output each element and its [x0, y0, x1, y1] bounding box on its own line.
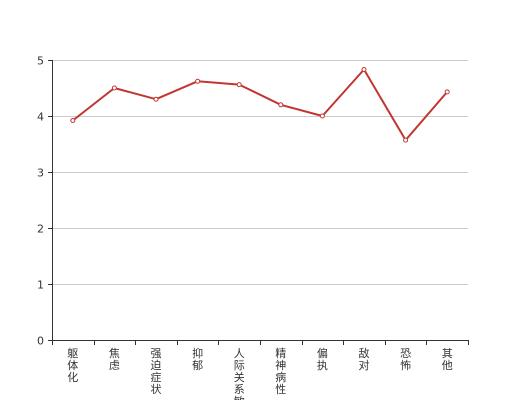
y-tick-labels: 0 1 2 3 4 5	[37, 55, 44, 348]
data-point[interactable]	[236, 82, 242, 88]
data-point[interactable]	[361, 67, 367, 72]
x-tick-label: 精神病性	[275, 347, 286, 396]
data-point[interactable]	[70, 118, 76, 123]
x-tick-label: 恐怖	[400, 347, 411, 372]
y-tick-label: 4	[37, 111, 44, 124]
x-tick-label: 人际关系敏感	[234, 347, 245, 400]
data-point[interactable]	[319, 113, 325, 119]
x-tick-label: 敌对	[359, 346, 370, 372]
series-line	[72, 68, 448, 142]
x-tick-label: 其他	[442, 347, 453, 372]
data-point[interactable]	[278, 102, 284, 108]
y-tick-label: 1	[37, 279, 44, 292]
x-tick-label: 焦虑	[109, 347, 120, 372]
x-tick-label: 抑郁	[192, 346, 203, 372]
y-tick-label: 2	[37, 223, 44, 236]
data-point[interactable]	[195, 78, 201, 84]
x-tick-label: 强迫症状	[151, 347, 162, 396]
y-tick-label: 5	[37, 55, 44, 68]
x-tick-label: 偏执	[317, 346, 328, 372]
data-points	[70, 67, 450, 143]
series-lines	[72, 68, 448, 142]
grid-lines	[52, 60, 468, 285]
data-point[interactable]	[111, 85, 117, 91]
x-tick-label: 躯体化	[67, 347, 78, 384]
axes	[48, 60, 469, 345]
data-point[interactable]	[444, 89, 450, 95]
data-point[interactable]	[153, 96, 159, 102]
data-point[interactable]	[403, 137, 409, 143]
y-tick-label: 0	[37, 335, 44, 348]
x-tick-labels: 躯体化 焦虑 强迫症状 抑郁 人际关系敏感 精神病性 偏执 敌对 恐怖 其他	[67, 346, 452, 400]
y-tick-label: 3	[37, 167, 44, 180]
